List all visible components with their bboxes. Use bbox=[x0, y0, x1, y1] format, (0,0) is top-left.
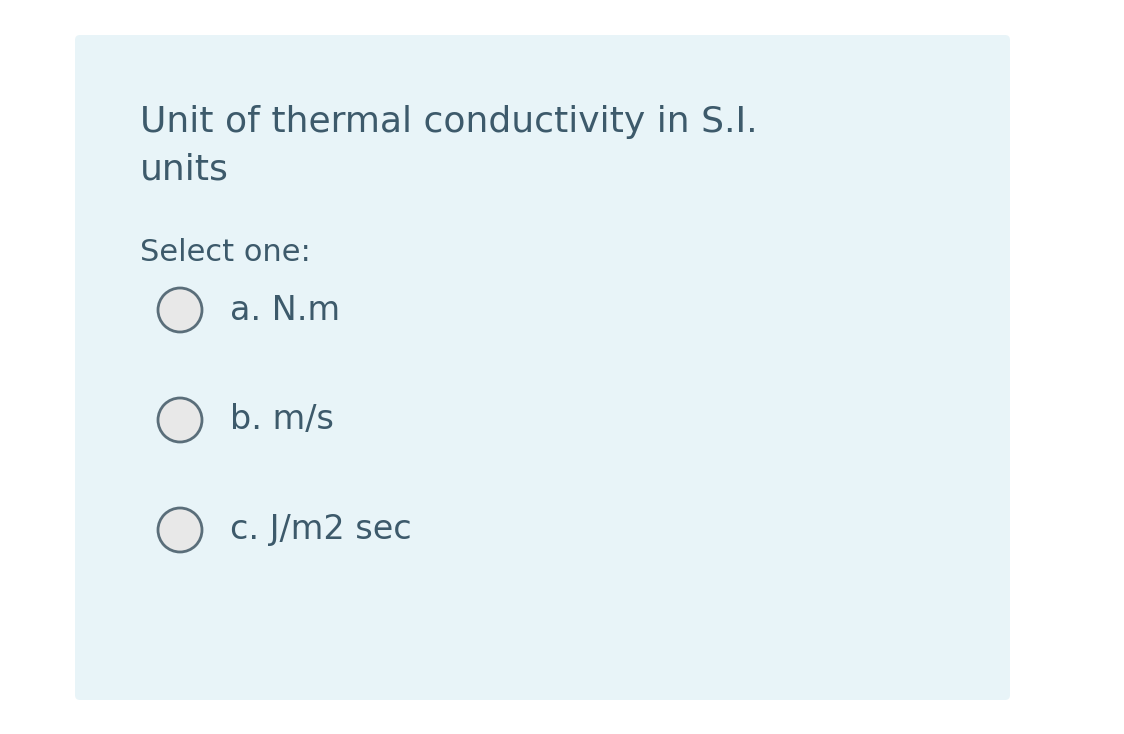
FancyBboxPatch shape bbox=[75, 35, 1010, 700]
Text: Unit of thermal conductivity in S.I.: Unit of thermal conductivity in S.I. bbox=[140, 105, 758, 139]
Ellipse shape bbox=[158, 288, 202, 332]
Text: b. m/s: b. m/s bbox=[230, 404, 334, 437]
Text: units: units bbox=[140, 153, 229, 187]
Text: a. N.m: a. N.m bbox=[230, 294, 341, 327]
Text: c. J/m2 sec: c. J/m2 sec bbox=[230, 514, 411, 547]
Text: Select one:: Select one: bbox=[140, 238, 310, 267]
Ellipse shape bbox=[158, 508, 202, 552]
Ellipse shape bbox=[158, 398, 202, 442]
